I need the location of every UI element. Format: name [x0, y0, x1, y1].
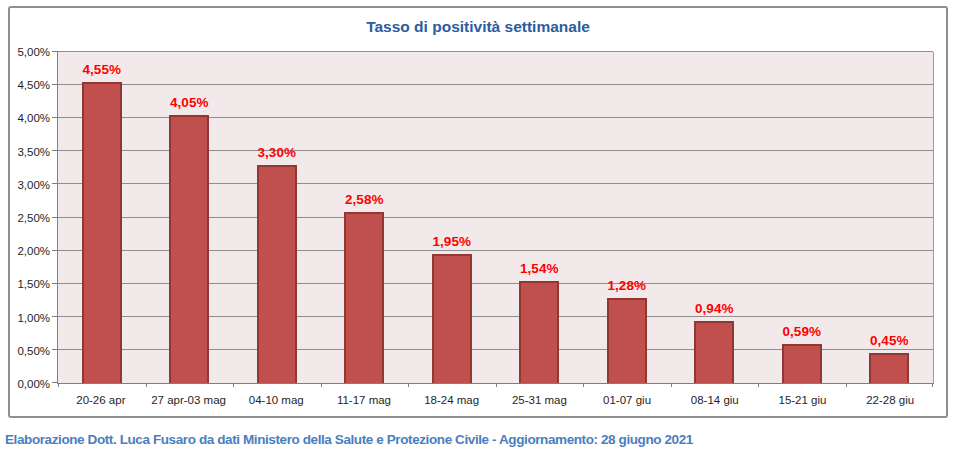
bar-column: 4,05% [146, 52, 234, 383]
x-tick-mark [758, 383, 759, 387]
y-tick-label: 5,00% [17, 46, 50, 58]
x-category-label: 22-28 giu [846, 394, 934, 406]
value-label: 1,54% [496, 261, 584, 276]
bar-column: 2,58% [321, 52, 409, 383]
y-axis: 0,00%0,50%1,00%1,50%2,00%2,50%3,00%3,50%… [10, 52, 50, 384]
y-tick-label: 1,00% [17, 312, 50, 324]
y-tick-label: 4,00% [17, 112, 50, 124]
x-tick-mark [846, 383, 847, 387]
y-tick-label: 1,50% [17, 278, 50, 290]
bar [432, 254, 472, 383]
page-background: Tasso di positività settimanale 0,00% 0,5… [0, 0, 959, 459]
bar [344, 212, 384, 383]
bar-column: 4,55% [58, 52, 146, 383]
bar [607, 298, 647, 383]
x-tick-mark [233, 383, 234, 387]
value-label: 1,28% [583, 278, 671, 293]
y-tick-label: 4,50% [17, 79, 50, 91]
y-tick-label: 0,50% [17, 345, 50, 357]
bar [782, 344, 822, 383]
bar [519, 281, 559, 383]
x-tick-mark [583, 383, 584, 387]
x-tick-mark [408, 383, 409, 387]
bar [869, 353, 909, 383]
y-tick-label: 2,50% [17, 212, 50, 224]
x-category-label: 27 apr-03 mag [145, 394, 233, 406]
chart-container: Tasso di positività settimanale 0,00% 0,5… [8, 6, 948, 418]
y-tick-label: 2,00% [17, 245, 50, 257]
x-axis: 20-26 apr27 apr-03 mag04-10 mag11-17 mag… [57, 394, 934, 406]
bar [82, 82, 122, 383]
x-tick-mark [321, 383, 322, 387]
value-label: 0,59% [758, 324, 846, 339]
bar [169, 115, 209, 383]
plot-area: 4,55% 4,05% 3,30% 2,58% 1,95%1,54% 1,28%0,94%… [57, 52, 934, 384]
bar-column: 1,95% [408, 52, 496, 383]
x-category-label: 01-07 giu [583, 394, 671, 406]
value-label: 4,55% [58, 62, 146, 77]
bar [257, 165, 297, 383]
x-category-label: 18-24 mag [408, 394, 496, 406]
x-category-label: 20-26 apr [57, 394, 145, 406]
x-category-label: 25-31 mag [496, 394, 584, 406]
x-tick-mark [671, 383, 672, 387]
value-label: 4,05% [146, 95, 234, 110]
footer-credit: Elaborazione Dott. Luca Fusaro da dati M… [5, 432, 693, 447]
x-category-label: 15-21 giu [759, 394, 847, 406]
x-tick-mark [932, 383, 933, 387]
bar [694, 321, 734, 383]
x-category-label: 11-17 mag [320, 394, 408, 406]
y-tick-label: 0,00% [17, 378, 50, 390]
y-tick-label: 3,50% [17, 146, 50, 158]
bar-column: 1,54% [496, 52, 584, 383]
bar-column: 0,45% [846, 52, 934, 383]
x-tick-mark [58, 383, 59, 387]
bar-column: 1,28% [583, 52, 671, 383]
bar-column: 3,30% [233, 52, 321, 383]
x-tick-mark [496, 383, 497, 387]
chart-title: Tasso di positività settimanale [10, 18, 946, 36]
value-label: 1,95% [408, 234, 496, 249]
x-category-label: 04-10 mag [232, 394, 320, 406]
value-label: 3,30% [233, 145, 321, 160]
value-label: 0,45% [846, 333, 934, 348]
value-label: 0,94% [671, 301, 759, 316]
value-label: 2,58% [321, 192, 409, 207]
x-tick-mark [146, 383, 147, 387]
y-tick-label: 3,00% [17, 179, 50, 191]
bar-column: 0,94% [671, 52, 759, 383]
bar-column: 0,59% [758, 52, 846, 383]
x-category-label: 08-14 giu [671, 394, 759, 406]
